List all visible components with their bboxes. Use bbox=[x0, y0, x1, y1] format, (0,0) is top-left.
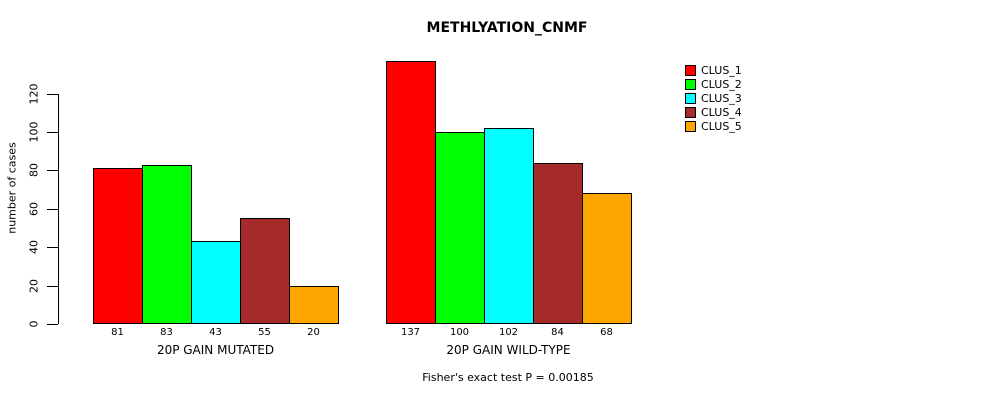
y-axis-tick bbox=[47, 247, 58, 249]
bar-value-label: 100 bbox=[449, 327, 470, 338]
y-axis-tick bbox=[47, 93, 58, 95]
y-axis-tick bbox=[47, 285, 58, 287]
y-axis-tick bbox=[47, 170, 58, 172]
legend-swatch-clus_1 bbox=[685, 65, 696, 76]
bar-clus_2-group2 bbox=[435, 132, 485, 324]
y-axis-title: number of cases bbox=[5, 142, 19, 234]
bar-clus_4-group2 bbox=[533, 162, 583, 324]
legend-item-clus_1: CLUS_1 bbox=[685, 65, 742, 76]
y-axis-tick-label: 60 bbox=[27, 201, 41, 216]
bar-value-label: 43 bbox=[209, 327, 222, 338]
bar-clus_1-group1 bbox=[93, 168, 143, 324]
legend-swatch-clus_5 bbox=[685, 121, 696, 132]
legend-swatch-clus_3 bbox=[685, 93, 696, 104]
y-axis-tick-label: 20 bbox=[27, 278, 41, 293]
bar-value-label: 81 bbox=[111, 327, 124, 338]
bar-value-label: 68 bbox=[600, 327, 613, 338]
legend-label: CLUS_3 bbox=[701, 92, 742, 105]
bar-clus_3-group2 bbox=[484, 128, 534, 324]
legend-label: CLUS_4 bbox=[701, 106, 742, 119]
chart-title: METHLYATION_CNMF bbox=[426, 20, 588, 36]
y-axis-tick-label: 40 bbox=[27, 240, 41, 255]
bar-value-label: 83 bbox=[160, 327, 173, 338]
y-axis-tick-label: 0 bbox=[27, 320, 41, 328]
bar-clus_5-group2 bbox=[582, 193, 632, 324]
bar-clus_1-group2 bbox=[386, 60, 436, 324]
fisher-test-annotation: Fisher's exact test P = 0.00185 bbox=[422, 371, 594, 384]
legend-label: CLUS_2 bbox=[701, 78, 742, 91]
bar-value-label: 55 bbox=[258, 327, 271, 338]
x-axis-group-label: 20P GAIN MUTATED bbox=[156, 343, 275, 357]
bar-clus_2-group1 bbox=[142, 164, 192, 324]
y-axis-tick bbox=[47, 132, 58, 133]
legend-item-clus_3: CLUS_3 bbox=[685, 93, 742, 104]
legend-label: CLUS_5 bbox=[701, 120, 742, 133]
bar-clus_4-group1 bbox=[240, 218, 290, 324]
y-axis-tick-label: 120 bbox=[27, 83, 41, 105]
x-axis-group-label: 20P GAIN WILD-TYPE bbox=[446, 343, 571, 357]
bar-value-label: 137 bbox=[400, 327, 421, 338]
bar-value-label: 84 bbox=[551, 327, 564, 338]
y-axis-line bbox=[58, 93, 59, 324]
bar-clus_5-group1 bbox=[289, 285, 339, 324]
y-axis-tick-label: 100 bbox=[27, 121, 41, 143]
legend-item-clus_5: CLUS_5 bbox=[685, 121, 742, 132]
y-axis-tick bbox=[47, 324, 58, 325]
bar-value-label: 20 bbox=[307, 327, 320, 338]
legend-swatch-clus_4 bbox=[685, 107, 696, 118]
bar-clus_3-group1 bbox=[191, 241, 241, 324]
legend-item-clus_4: CLUS_4 bbox=[685, 107, 742, 118]
y-axis-tick bbox=[47, 208, 58, 210]
legend-label: CLUS_1 bbox=[701, 64, 742, 77]
legend-item-clus_2: CLUS_2 bbox=[685, 79, 742, 90]
legend: CLUS_1 CLUS_2 CLUS_3 CLUS_4 CLUS_5 bbox=[685, 65, 742, 132]
y-axis-tick-label: 80 bbox=[27, 163, 41, 178]
bar-value-label: 102 bbox=[498, 327, 519, 338]
legend-swatch-clus_2 bbox=[685, 79, 696, 90]
